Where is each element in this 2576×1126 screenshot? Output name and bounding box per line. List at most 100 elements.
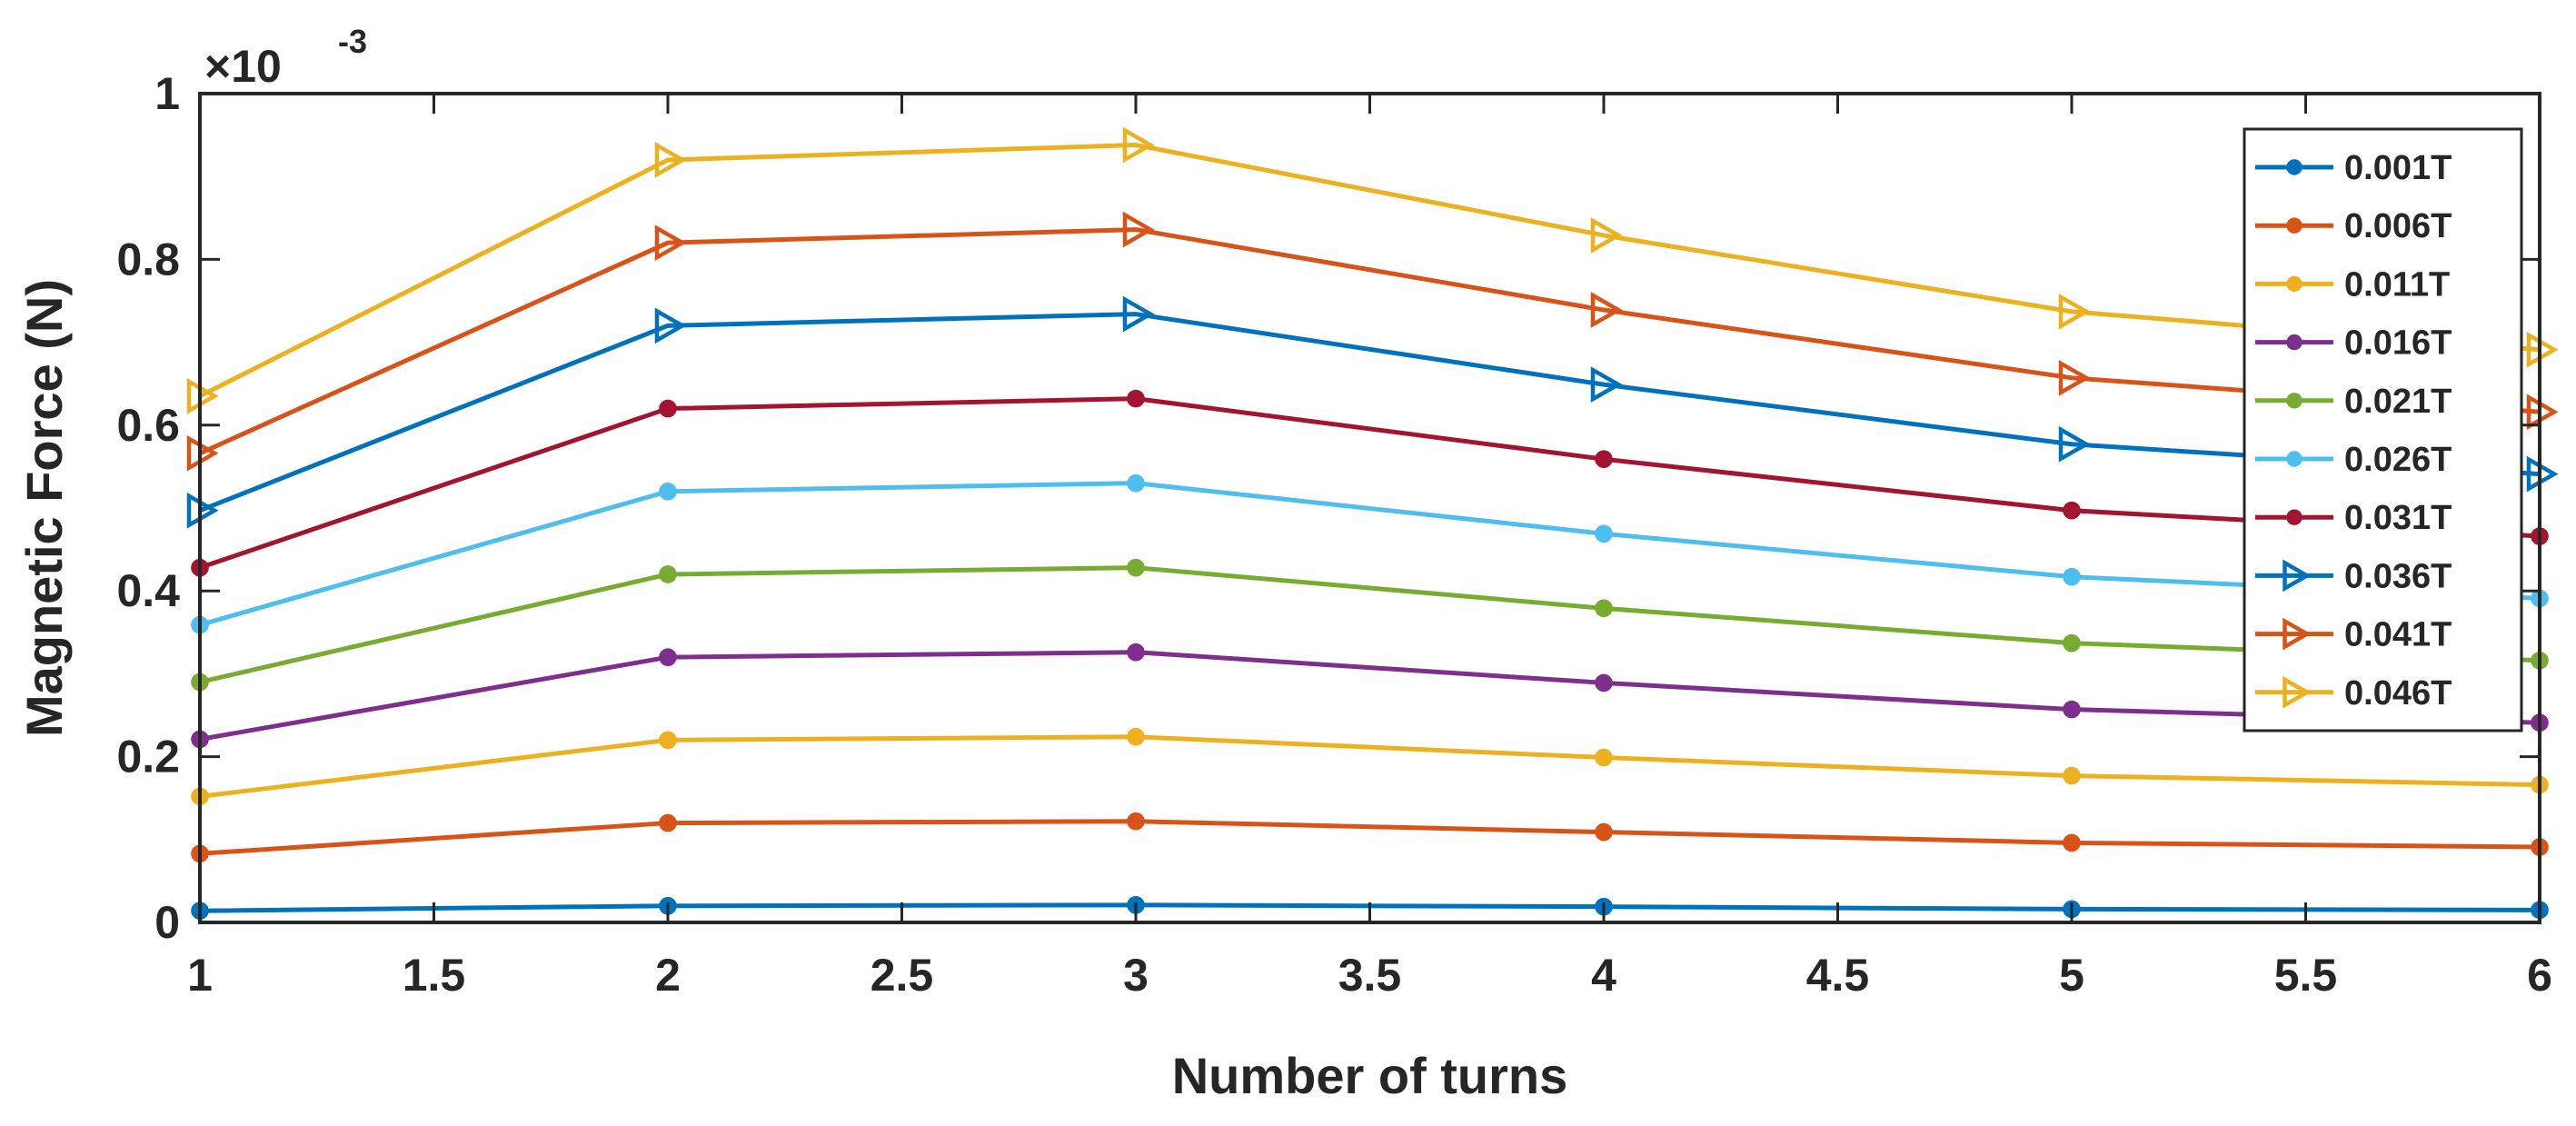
- y-exponent-base: ×10: [204, 41, 282, 92]
- data-point: [2058, 293, 2091, 330]
- data-point: [1595, 450, 1613, 468]
- x-tick-label: 4: [1591, 950, 1616, 1001]
- data-point: [2063, 833, 2081, 852]
- data-point: [1122, 211, 1155, 248]
- data-point: [659, 565, 677, 583]
- legend-entry: 0.006T: [2255, 207, 2452, 245]
- data-point: [1595, 748, 1613, 767]
- series-line: [199, 650, 2541, 742]
- data-point: [1127, 643, 1145, 662]
- series-0.026T: [191, 473, 2549, 634]
- legend-entry: 0.001T: [2255, 149, 2452, 187]
- data-point: [659, 399, 677, 418]
- series-line: [199, 565, 2541, 684]
- data-point: [2286, 275, 2302, 293]
- y-tick-label: 0: [154, 897, 180, 948]
- data-point: [1127, 389, 1145, 408]
- data-point: [659, 648, 677, 666]
- data-point: [659, 813, 677, 832]
- data-point: [1595, 673, 1613, 693]
- legend-entry: 0.021T: [2255, 383, 2452, 421]
- data-point: [2063, 766, 2081, 785]
- legend-label: 0.031T: [2344, 499, 2452, 537]
- legend-entry: 0.026T: [2255, 441, 2452, 479]
- legend-label: 0.026T: [2344, 441, 2452, 479]
- series-line: [199, 396, 2541, 571]
- legend-entry: 0.041T: [2255, 616, 2452, 654]
- data-point: [2286, 509, 2302, 525]
- y-exponent-label: ×10 -3: [204, 23, 367, 92]
- data-point: [2058, 359, 2091, 396]
- data-point: [1127, 473, 1145, 493]
- series-line: [199, 312, 2541, 513]
- x-tick-label: 5: [2059, 950, 2084, 1001]
- data-point: [654, 307, 687, 344]
- legend-label: 0.021T: [2344, 383, 2452, 421]
- legend-label: 0.001T: [2344, 149, 2452, 187]
- data-point: [1595, 599, 1613, 618]
- series-line: [199, 481, 2541, 627]
- data-point: [1590, 217, 1623, 254]
- data-point: [2286, 451, 2302, 467]
- x-tick-label: 4.5: [1806, 950, 1870, 1001]
- data-point: [1595, 822, 1613, 842]
- series-line: [199, 734, 2541, 799]
- data-point: [2286, 334, 2302, 351]
- legend: 0.001T 0.006T 0.011T 0.016T 0.021T 0.026T 0.03…: [2243, 127, 2523, 732]
- series-line: [198, 227, 2541, 456]
- series-0.031T: [191, 389, 2549, 577]
- data-point: [2058, 425, 2091, 463]
- series-line: [199, 819, 2541, 856]
- data-point: [1127, 812, 1145, 831]
- data-point: [2286, 217, 2302, 234]
- legend-entry: 0.016T: [2255, 324, 2452, 363]
- x-tick-label: 3: [1123, 950, 1149, 1001]
- data-point: [1122, 295, 1155, 333]
- legend-label: 0.006T: [2344, 207, 2452, 245]
- legend-label: 0.011T: [2344, 265, 2450, 304]
- data-point: [1590, 366, 1623, 403]
- legend-label: 0.041T: [2344, 616, 2452, 654]
- x-tick-label: 1: [187, 950, 213, 1001]
- series-0.006T: [191, 812, 2549, 863]
- data-point: [2063, 700, 2081, 719]
- data-point: [659, 731, 677, 750]
- data-point: [1122, 126, 1155, 164]
- legend-entry: 0.011T: [2255, 265, 2450, 304]
- legend-label: 0.016T: [2344, 324, 2452, 363]
- tick-layer: 1 1.5 2 2.5 3 3.5 4 4.5 5 5.5 6 0 0.2 0.4 0.6 0.8 1: [116, 68, 2551, 1001]
- data-point: [1127, 727, 1145, 746]
- legend-entry: 0.036T: [2255, 557, 2452, 595]
- y-tick-label: 0.8: [116, 234, 180, 284]
- data-point: [1595, 524, 1613, 543]
- legend-entry: 0.031T: [2255, 499, 2452, 537]
- data-point: [2286, 393, 2302, 409]
- data-point: [2283, 559, 2312, 593]
- y-tick-label: 1: [154, 68, 180, 119]
- data-point: [2063, 633, 2081, 653]
- x-tick-label: 1.5: [403, 950, 466, 1001]
- data-point: [654, 142, 687, 178]
- y-exponent-power: -3: [338, 23, 367, 60]
- data-point: [654, 224, 687, 262]
- y-tick-label: 0.2: [116, 732, 180, 782]
- y-tick-label: 0.4: [116, 565, 180, 616]
- data-point: [2063, 501, 2081, 520]
- data-point: [1590, 292, 1623, 328]
- series-line: [198, 143, 2541, 399]
- data-point: [2286, 159, 2302, 175]
- x-tick-label: 2.5: [870, 950, 934, 1001]
- x-tick-label: 3.5: [1338, 950, 1402, 1001]
- legend-label: 0.046T: [2344, 674, 2452, 712]
- data-point: [2283, 675, 2312, 709]
- legend-entry: 0.046T: [2255, 674, 2452, 712]
- x-tick-label: 2: [655, 950, 681, 1001]
- data-point: [2283, 617, 2312, 651]
- x-axis-label: Number of turns: [1172, 1047, 1568, 1104]
- series-0.021T: [191, 558, 2549, 692]
- x-tick-label: 6: [2527, 950, 2552, 1001]
- y-tick-label: 0.6: [116, 400, 180, 451]
- y-axis-label: Magnetic Force (N): [15, 279, 73, 737]
- data-point: [1127, 558, 1145, 577]
